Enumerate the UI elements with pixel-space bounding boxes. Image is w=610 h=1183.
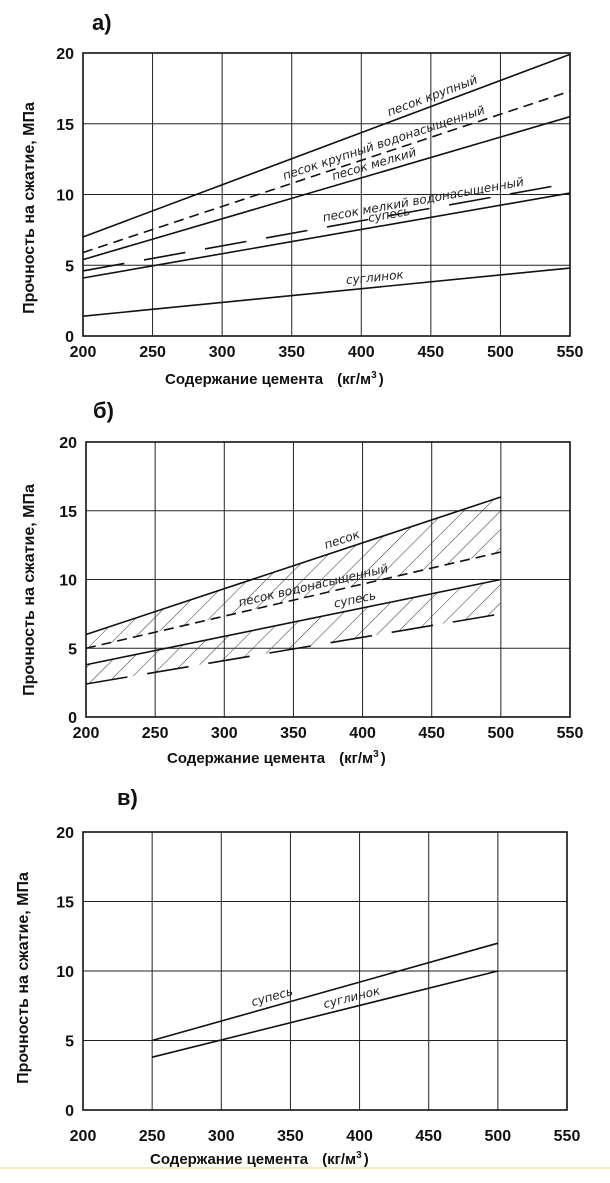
y-tick-label: 0 — [68, 710, 77, 727]
x-tick-label: 500 — [487, 344, 514, 361]
y-tick-label: 20 — [56, 825, 74, 842]
x-tick-label: 200 — [70, 344, 97, 361]
x-tick-label: 250 — [142, 725, 169, 742]
y-axis-title: Прочность на сжатие, МПа — [21, 484, 38, 696]
plot-frame — [85, 441, 571, 718]
x-tick-label: 200 — [70, 1128, 97, 1145]
x-tick-label: 300 — [209, 344, 236, 361]
series-line — [82, 267, 571, 317]
series-line — [85, 578, 502, 666]
y-tick-label: 15 — [56, 117, 74, 134]
x-tick-label: 250 — [139, 344, 166, 361]
y-axis-title: Прочность на сжатие, МПа — [21, 102, 38, 314]
x-tick-label: 250 — [139, 1128, 166, 1145]
panel-label: б) — [93, 398, 114, 423]
series-line — [82, 90, 571, 254]
x-tick-label: 550 — [554, 1128, 581, 1145]
hatched-band-2 — [86, 579, 501, 684]
series-line — [82, 192, 571, 279]
x-tick-label: 550 — [557, 725, 584, 742]
panel-label: а) — [92, 10, 112, 35]
series-line — [85, 496, 502, 636]
y-tick-label: 15 — [56, 895, 74, 912]
y-tick-label: 5 — [65, 258, 74, 275]
y-axis-title: Прочность на сжатие, МПа — [15, 872, 32, 1084]
series-line — [82, 182, 571, 272]
y-tick-label: 10 — [59, 573, 77, 590]
series-line — [85, 613, 501, 685]
x-axis-title: Содержание цемента (кг/м3) — [167, 749, 386, 767]
x-tick-label: 450 — [418, 725, 445, 742]
x-tick-label: 400 — [348, 344, 375, 361]
x-axis-title: Содержание цемента (кг/м3) — [150, 1150, 369, 1168]
hatched-band-1 — [86, 497, 501, 649]
y-tick-label: 20 — [56, 46, 74, 63]
x-axis-title: Содержание цемента (кг/м3) — [165, 370, 384, 388]
x-tick-label: 450 — [418, 344, 445, 361]
y-tick-label: 10 — [56, 964, 74, 981]
x-tick-label: 400 — [349, 725, 376, 742]
x-tick-label: 450 — [415, 1128, 442, 1145]
series-label: суглинок — [345, 267, 405, 287]
y-tick-label: 15 — [59, 504, 77, 521]
x-tick-label: 350 — [280, 725, 307, 742]
series-line — [82, 53, 571, 238]
series-line — [82, 115, 571, 261]
x-tick-label: 400 — [346, 1128, 373, 1145]
x-tick-label: 350 — [277, 1128, 304, 1145]
y-tick-label: 20 — [59, 435, 77, 452]
y-tick-label: 5 — [65, 1034, 74, 1051]
x-tick-label: 350 — [278, 344, 305, 361]
y-tick-label: 0 — [65, 329, 74, 346]
y-tick-label: 5 — [68, 641, 77, 658]
x-tick-label: 300 — [208, 1128, 235, 1145]
x-tick-label: 200 — [73, 725, 100, 742]
panel-label: в) — [117, 785, 138, 810]
plot-frame — [82, 52, 571, 337]
plot-frame — [82, 831, 568, 1111]
x-tick-label: 500 — [488, 725, 515, 742]
series-line — [151, 942, 499, 1042]
x-tick-label: 300 — [211, 725, 238, 742]
series-line — [151, 970, 499, 1058]
x-tick-label: 500 — [485, 1128, 512, 1145]
y-tick-label: 0 — [65, 1103, 74, 1120]
x-tick-label: 550 — [557, 344, 584, 361]
y-tick-label: 10 — [56, 188, 74, 205]
series-line — [85, 551, 502, 650]
